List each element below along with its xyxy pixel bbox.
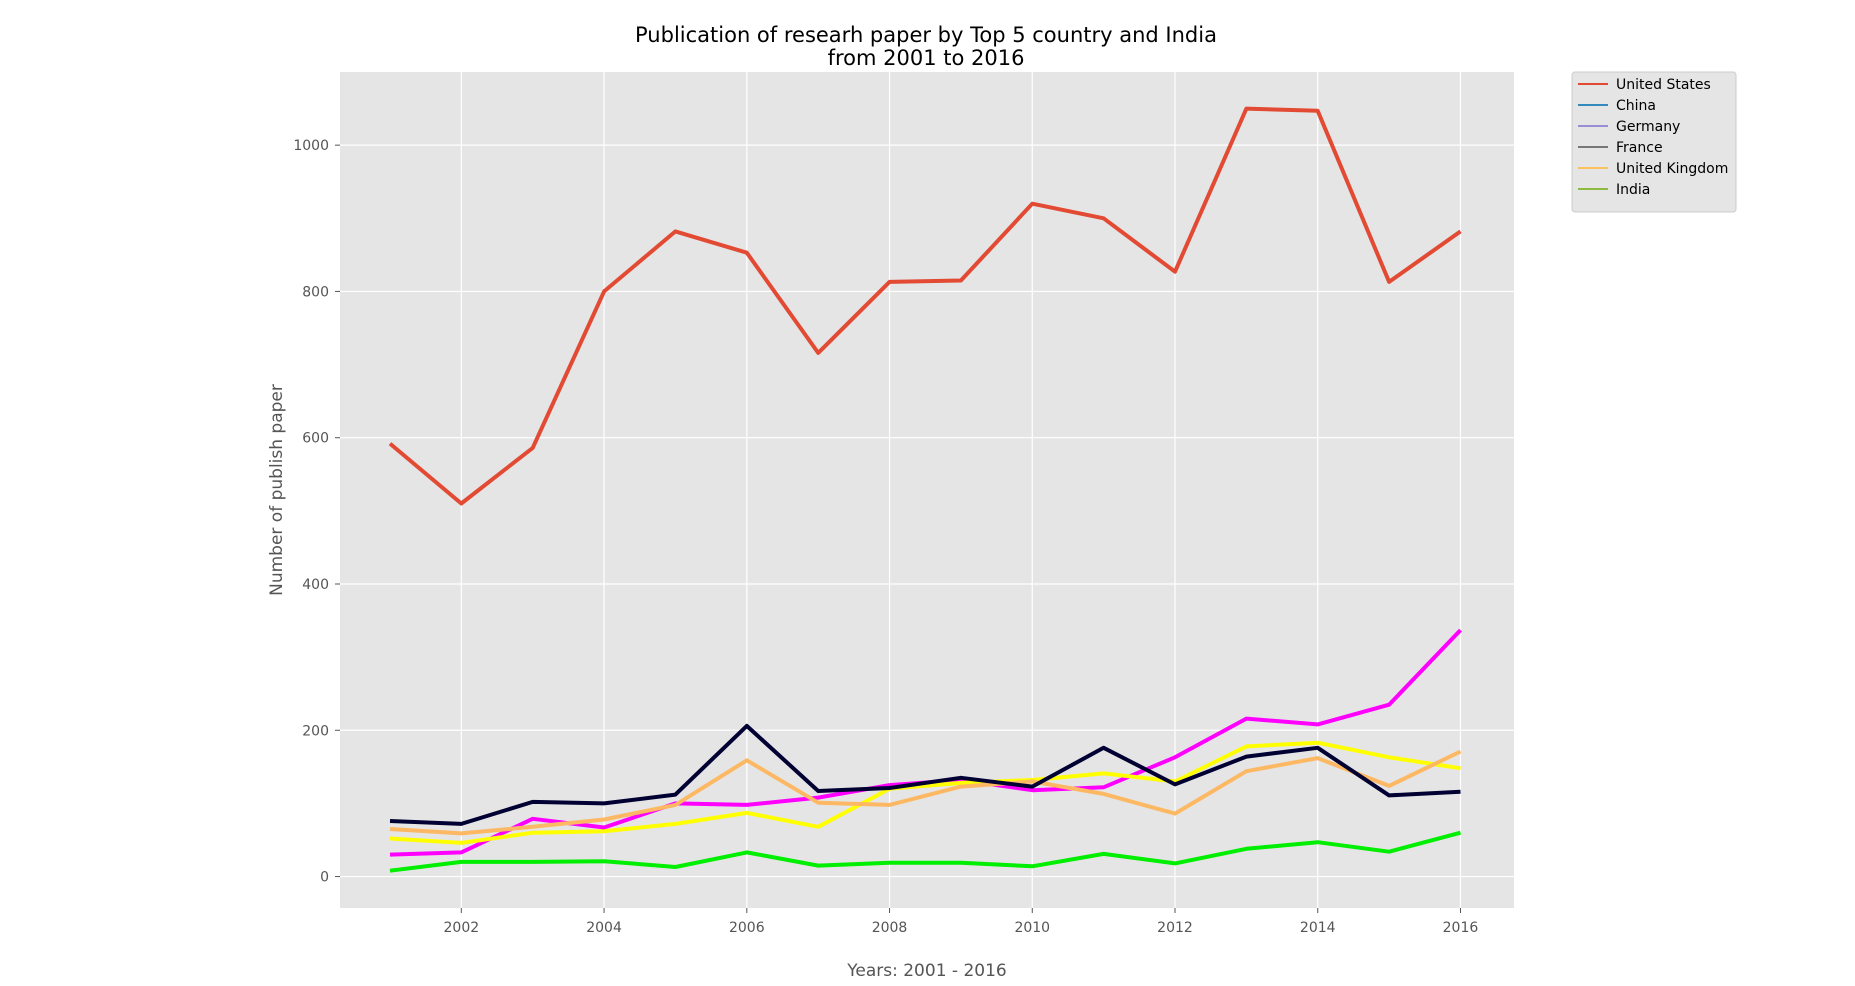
y-tick-label: 0 — [320, 870, 329, 886]
x-tick-label: 2014 — [1300, 920, 1336, 936]
series-line-6 — [388, 106, 1462, 506]
y-axis-ticks: 0 200 400 600 800 1000 — [293, 138, 340, 886]
legend-box — [1571, 71, 1737, 213]
y-tick-label: 600 — [302, 431, 329, 447]
x-tick-label: 2008 — [872, 920, 908, 936]
legend-label: Germany — [1616, 119, 1680, 135]
y-tick-label: 1000 — [293, 138, 329, 154]
chart-title: Publication of researh paper by Top 5 co… — [635, 23, 1217, 70]
x-tick-label: 2002 — [444, 920, 480, 936]
series-line-5 — [389, 830, 1462, 873]
x-tick-label: 2010 — [1014, 920, 1050, 936]
chart-title-line: from 2001 to 2016 — [828, 46, 1025, 70]
x-tick-label: 2012 — [1157, 920, 1193, 936]
series-line-2 — [389, 740, 1461, 845]
series-line-4 — [389, 723, 1461, 826]
x-axis-label: Years: 2001 - 2016 — [846, 961, 1006, 981]
x-tick-label: 2016 — [1443, 920, 1479, 936]
legend-label: United Kingdom — [1616, 161, 1728, 177]
y-axis-label: Number of publish paper — [267, 384, 287, 596]
series-line-3 — [389, 749, 1462, 836]
grid-lines — [340, 72, 1514, 908]
x-tick-label: 2004 — [586, 920, 622, 936]
x-axis-ticks: 2002 2004 2006 2008 2010 2012 2014 2016 — [444, 908, 1479, 936]
legend-label: United States — [1616, 77, 1711, 93]
legend-label: China — [1616, 98, 1656, 114]
legend-label: France — [1616, 140, 1663, 156]
series-lines — [388, 106, 1462, 873]
x-tick-label: 2006 — [729, 920, 765, 936]
y-tick-label: 200 — [302, 723, 329, 739]
chart-title-line: Publication of researh paper by Top 5 co… — [635, 23, 1217, 47]
y-tick-label: 800 — [302, 284, 329, 300]
legend-label: India — [1616, 182, 1650, 198]
y-tick-label: 400 — [302, 577, 329, 593]
legend: United States China Germany France United Ki… — [1571, 71, 1737, 213]
